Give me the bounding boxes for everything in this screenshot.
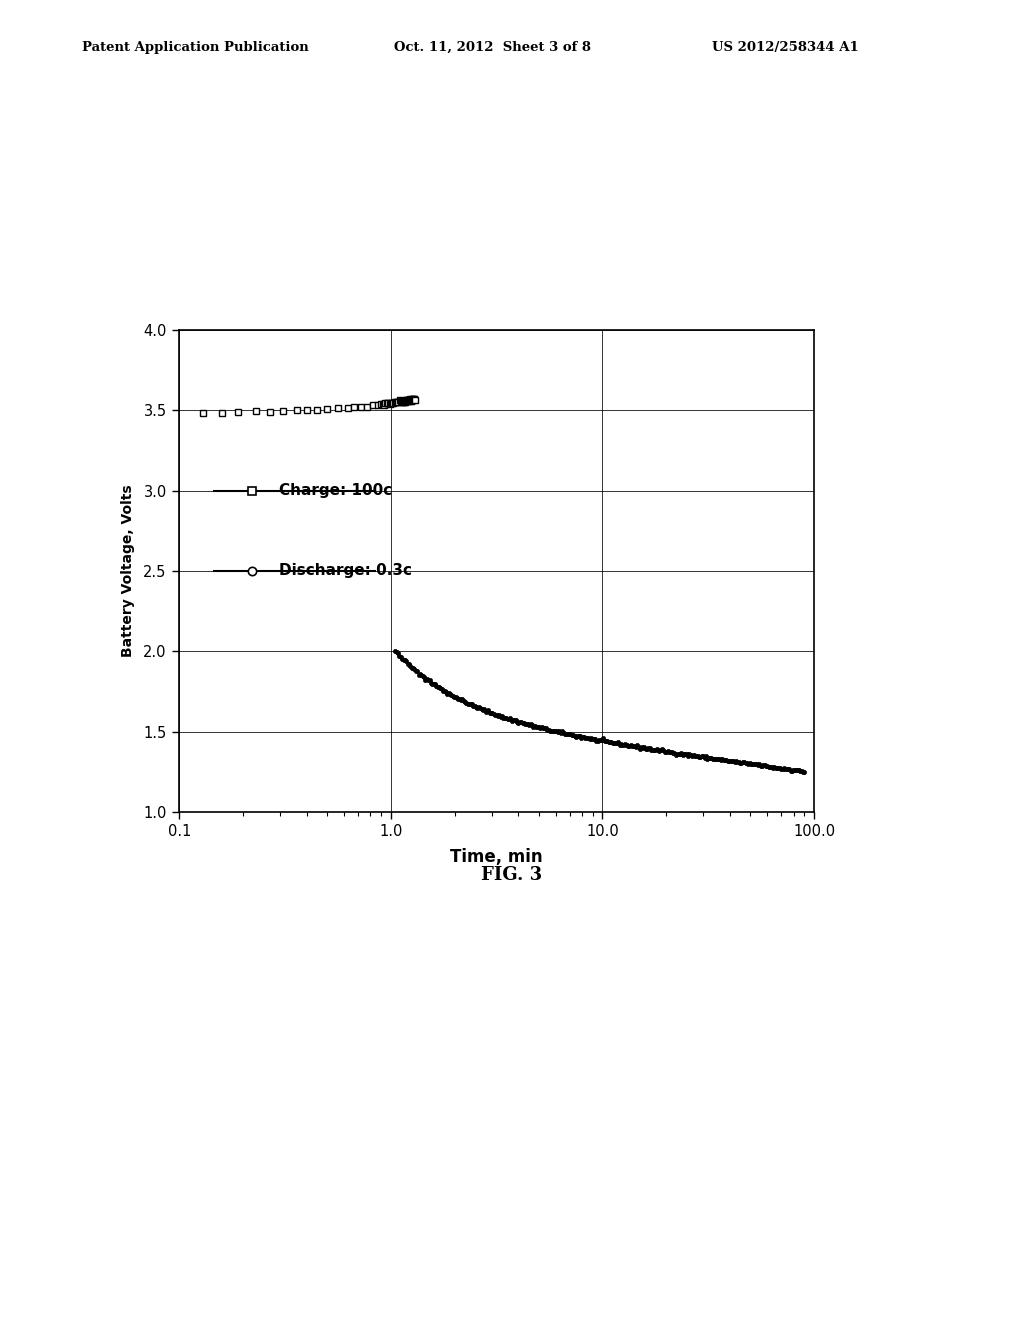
Text: Patent Application Publication: Patent Application Publication xyxy=(82,41,308,54)
Text: Discharge: 0.3c: Discharge: 0.3c xyxy=(279,564,412,578)
Text: Charge: 100c: Charge: 100c xyxy=(279,483,392,498)
Y-axis label: Battery Voltage, Volts: Battery Voltage, Volts xyxy=(121,484,135,657)
Text: Oct. 11, 2012  Sheet 3 of 8: Oct. 11, 2012 Sheet 3 of 8 xyxy=(394,41,591,54)
Text: US 2012/258344 A1: US 2012/258344 A1 xyxy=(712,41,858,54)
Text: FIG. 3: FIG. 3 xyxy=(481,866,543,884)
X-axis label: Time, min: Time, min xyxy=(451,847,543,866)
